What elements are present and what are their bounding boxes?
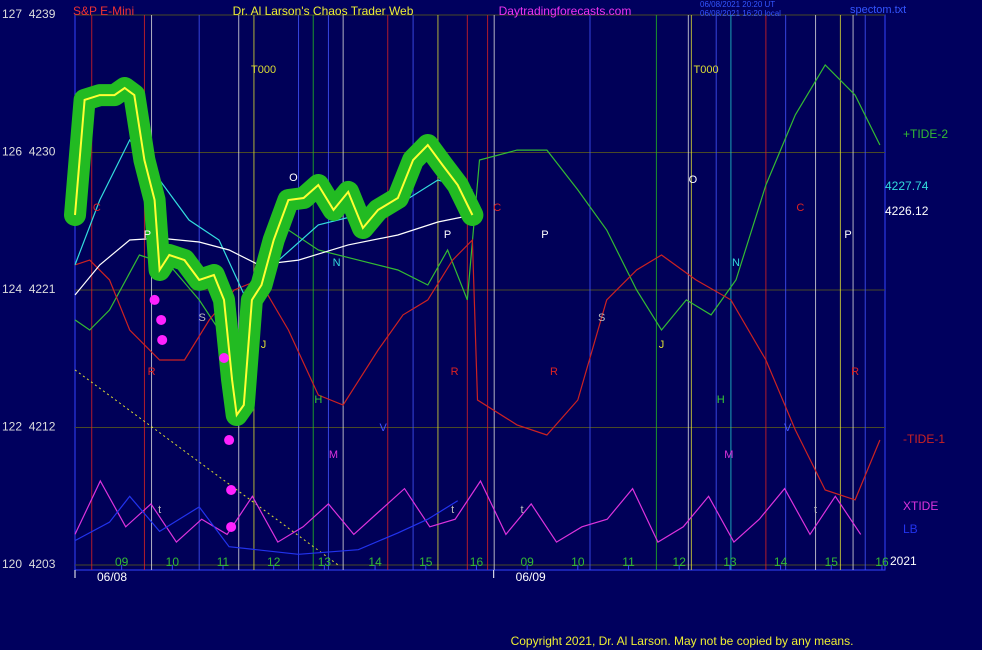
annotation: R bbox=[550, 366, 558, 378]
series-line bbox=[74, 495, 459, 555]
annotation: t bbox=[451, 504, 454, 516]
date-label: 06/09 bbox=[516, 570, 546, 584]
annotation: N bbox=[333, 257, 341, 269]
annotation: J bbox=[261, 339, 267, 351]
series-line bbox=[74, 86, 474, 418]
x-tick-label: 11 bbox=[622, 555, 635, 569]
low-dot bbox=[226, 484, 237, 495]
legend-label: -TIDE-1 bbox=[903, 432, 945, 446]
x-tick-label: 14 bbox=[368, 555, 382, 569]
y-tick-label: 126 4230 bbox=[2, 145, 56, 159]
x-tick-label: 15 bbox=[419, 555, 433, 569]
annotation: M bbox=[724, 449, 733, 461]
annotation: H bbox=[717, 394, 725, 406]
legend-label: XTIDE bbox=[903, 499, 938, 513]
annotation: P bbox=[144, 229, 151, 241]
copyright: Copyright 2021, Dr. Al Larson. May not b… bbox=[511, 634, 854, 648]
annotation: C bbox=[493, 202, 501, 214]
last-value: 4227.74 bbox=[885, 179, 929, 193]
series-line bbox=[74, 64, 881, 332]
annotation: C bbox=[796, 202, 804, 214]
series-line bbox=[74, 479, 862, 544]
annotation: R bbox=[148, 366, 156, 378]
y-tick-label: 124 4221 bbox=[2, 282, 56, 296]
plot-layer: T000 T000 C C C P P P P R R R R S S N N H H M M V V J J O Ot t t t bbox=[64, 14, 885, 578]
stamp-ut: 06/08/2021 20:20 UT bbox=[700, 0, 775, 9]
x-tick-label: 12 bbox=[267, 555, 281, 569]
series-line bbox=[74, 238, 881, 501]
legend-label: LB bbox=[903, 522, 918, 536]
date-label: 06/08 bbox=[97, 570, 127, 584]
annotation: J bbox=[659, 339, 665, 351]
legend-label: +TIDE-2 bbox=[903, 127, 948, 141]
low-dot bbox=[156, 314, 167, 325]
annotation: S bbox=[598, 312, 605, 324]
file-name: spectom.txt bbox=[850, 4, 906, 16]
annotation: t bbox=[521, 504, 524, 516]
x-tick-label: 12 bbox=[673, 555, 687, 569]
low-dot bbox=[219, 352, 230, 363]
x-tick-label: 13 bbox=[318, 555, 332, 569]
series-line bbox=[74, 214, 473, 296]
annotation: V bbox=[380, 422, 388, 434]
annotation: O bbox=[289, 172, 298, 184]
site-title: Dr. Al Larson's Chaos Trader Web bbox=[233, 4, 414, 18]
annotation: t bbox=[814, 504, 817, 516]
low-dot bbox=[149, 294, 160, 305]
annotation: O bbox=[689, 174, 698, 186]
x-tick-label: 15 bbox=[825, 555, 839, 569]
low-dot bbox=[224, 435, 235, 446]
year-label: 2021 bbox=[890, 554, 917, 568]
annotation: P bbox=[541, 229, 548, 241]
y-tick-label: 120 4203 bbox=[2, 557, 56, 571]
annotation: t bbox=[158, 504, 161, 516]
last-value: 4226.12 bbox=[885, 204, 929, 218]
plot-area bbox=[74, 14, 886, 571]
annotation: N bbox=[732, 257, 740, 269]
low-dot bbox=[226, 521, 237, 532]
annotation: S bbox=[199, 312, 206, 324]
x-tick-label: 16 bbox=[470, 555, 484, 569]
annotation: M bbox=[329, 449, 338, 461]
annotation: H bbox=[314, 394, 322, 406]
site-url: Daytradingforecasts.com bbox=[499, 4, 632, 18]
annotation: P bbox=[844, 229, 851, 241]
x-tick-label: 14 bbox=[774, 555, 788, 569]
y-tick-label: 127 4239 bbox=[2, 7, 56, 21]
x-tick-label: 09 bbox=[520, 555, 534, 569]
x-tick-label: 11 bbox=[217, 555, 230, 569]
annotation: R bbox=[851, 366, 859, 378]
x-tick-label: 09 bbox=[115, 555, 129, 569]
annotation: C bbox=[93, 202, 101, 214]
annotation: V bbox=[784, 422, 792, 434]
y-tick-label: 122 4212 bbox=[2, 420, 56, 434]
low-dot bbox=[157, 334, 168, 345]
annotation: R bbox=[451, 366, 459, 378]
annotation: P bbox=[444, 229, 451, 241]
x-tick-label: 10 bbox=[166, 555, 180, 569]
x-tick-label: 10 bbox=[571, 555, 585, 569]
x-tick-label: 13 bbox=[723, 555, 737, 569]
annotation: T000 bbox=[694, 64, 719, 76]
annotation: T000 bbox=[251, 64, 276, 76]
stamp-local: 06/08/2021 16:20 local bbox=[700, 9, 781, 18]
x-tick-label: 16 bbox=[875, 555, 889, 569]
symbol: S&P E-Mini bbox=[73, 4, 134, 18]
